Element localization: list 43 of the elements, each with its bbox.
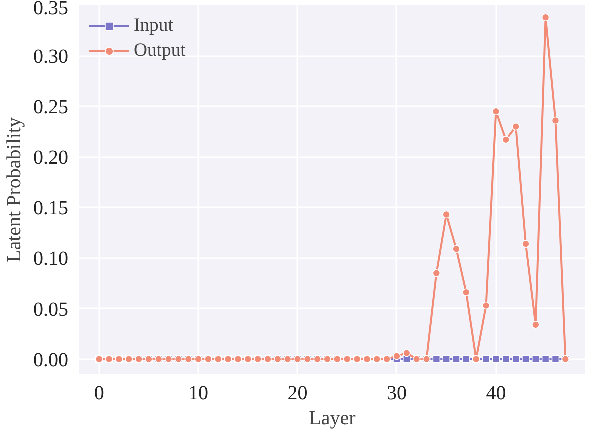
point — [492, 355, 500, 364]
x-tick-label: 30 — [386, 382, 407, 404]
point — [552, 355, 560, 364]
point — [532, 321, 540, 329]
y-tick-label: 0.10 — [34, 248, 68, 270]
y-tick-label: 0.35 — [34, 0, 68, 20]
y-axis-title: Latent Probability — [4, 118, 26, 262]
y-tick-label: 0.20 — [34, 147, 68, 170]
y-tick-label: 0.30 — [34, 46, 68, 68]
point — [432, 355, 441, 364]
point — [403, 349, 411, 358]
point — [393, 352, 401, 360]
y-tick-label: 0.00 — [34, 349, 68, 372]
x-tick-label: 0 — [94, 382, 104, 404]
point — [522, 240, 530, 248]
y-tick-label: 0.15 — [34, 198, 68, 220]
y-tick-label: 0.25 — [34, 96, 68, 119]
x-tick-label: 40 — [486, 382, 506, 404]
point — [502, 355, 510, 364]
legend-label: Output — [134, 40, 186, 62]
point — [532, 355, 540, 364]
x-axis-title: Layer — [309, 408, 356, 430]
point — [452, 245, 460, 254]
point — [512, 122, 520, 131]
point — [482, 302, 490, 310]
point — [542, 355, 550, 364]
x-tick-label: 20 — [288, 382, 308, 404]
point — [462, 355, 470, 364]
point — [442, 355, 450, 364]
point — [512, 355, 520, 364]
legend-label: Input — [134, 15, 174, 37]
point — [492, 108, 500, 116]
point — [482, 355, 490, 364]
point — [442, 210, 450, 219]
x-tick-label: 10 — [188, 382, 209, 404]
point — [462, 288, 470, 297]
point — [502, 136, 510, 144]
y-tick-label: 0.05 — [34, 298, 68, 321]
point — [542, 14, 550, 22]
point — [432, 270, 441, 278]
point — [452, 355, 460, 364]
point — [552, 116, 560, 125]
point — [522, 355, 530, 364]
